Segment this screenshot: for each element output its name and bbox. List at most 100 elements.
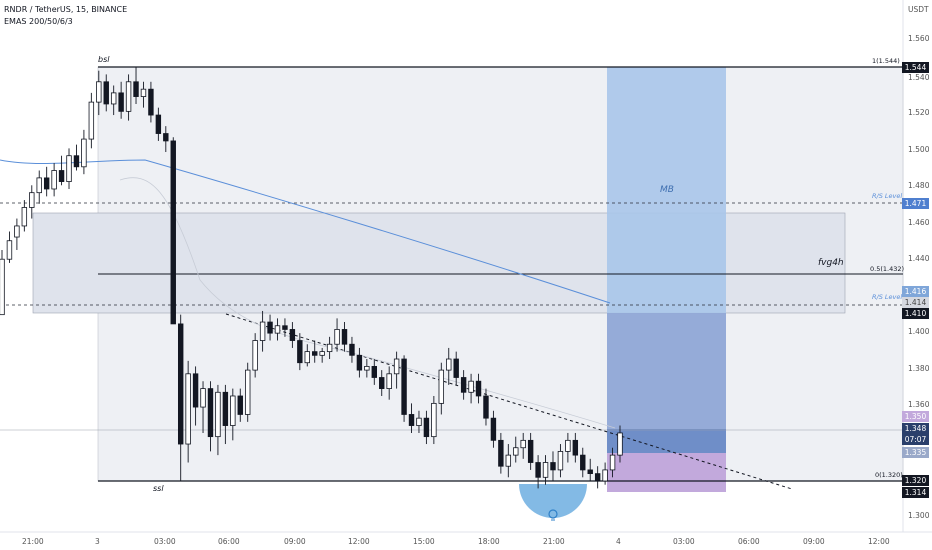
- candle[interactable]: [602, 462, 608, 485]
- candle[interactable]: [535, 455, 541, 489]
- candle[interactable]: [580, 447, 586, 478]
- candle[interactable]: [572, 432, 579, 463]
- candle[interactable]: [326, 336, 333, 360]
- candle[interactable]: [274, 318, 281, 341]
- candle[interactable]: [88, 92, 95, 149]
- bsl-label: bsl: [98, 55, 110, 64]
- candle[interactable]: [192, 366, 199, 426]
- candle[interactable]: [393, 351, 400, 389]
- mb-zone[interactable]: [607, 67, 726, 313]
- candle[interactable]: [460, 370, 467, 400]
- candle[interactable]: [453, 351, 459, 385]
- candle[interactable]: [282, 318, 288, 337]
- candle[interactable]: [565, 432, 571, 463]
- candle-body: [133, 81, 139, 97]
- candle[interactable]: [513, 436, 519, 463]
- candle[interactable]: [587, 458, 593, 481]
- candle[interactable]: [96, 70, 102, 116]
- candle[interactable]: [617, 425, 623, 463]
- candle[interactable]: [594, 466, 601, 489]
- candle[interactable]: [215, 384, 221, 456]
- candle[interactable]: [21, 200, 28, 232]
- candle[interactable]: [177, 314, 184, 481]
- candle[interactable]: [289, 322, 296, 348]
- candle[interactable]: [185, 360, 191, 463]
- candle[interactable]: [609, 447, 616, 478]
- candle[interactable]: [163, 126, 169, 153]
- candle[interactable]: [51, 163, 57, 197]
- stop-zone[interactable]: [607, 453, 726, 492]
- candle[interactable]: [29, 185, 35, 219]
- candle[interactable]: [207, 381, 214, 452]
- candle[interactable]: [304, 344, 310, 367]
- candle[interactable]: [446, 347, 452, 385]
- candle[interactable]: [505, 444, 512, 478]
- candle[interactable]: [252, 333, 258, 378]
- price-tick: 1.360: [908, 400, 930, 409]
- candle[interactable]: [490, 410, 497, 448]
- candle[interactable]: [542, 455, 549, 485]
- candle[interactable]: [103, 74, 109, 112]
- candle[interactable]: [416, 410, 422, 433]
- candles-group[interactable]: [0, 67, 623, 489]
- candle[interactable]: [125, 74, 132, 121]
- candle-body: [0, 258, 5, 316]
- candle[interactable]: [66, 148, 72, 189]
- candle-body: [43, 177, 50, 190]
- candle[interactable]: [356, 347, 363, 378]
- candle[interactable]: [237, 388, 243, 422]
- mb-lower-zone[interactable]: [607, 313, 726, 429]
- candle[interactable]: [319, 347, 325, 363]
- candle[interactable]: [401, 355, 407, 422]
- candle[interactable]: [81, 129, 87, 175]
- candle[interactable]: [386, 366, 392, 400]
- candle[interactable]: [334, 318, 340, 352]
- candle[interactable]: [259, 310, 266, 352]
- candle[interactable]: [133, 67, 139, 104]
- candle[interactable]: [148, 81, 154, 123]
- candle[interactable]: [170, 137, 176, 325]
- target-zone[interactable]: [607, 429, 726, 453]
- candle[interactable]: [483, 388, 489, 426]
- candle[interactable]: [550, 451, 556, 481]
- candle[interactable]: [267, 314, 273, 341]
- candle[interactable]: [155, 107, 162, 141]
- candle-body: [453, 358, 459, 378]
- candle[interactable]: [527, 432, 534, 470]
- candle[interactable]: [73, 144, 80, 171]
- candle[interactable]: [14, 218, 20, 250]
- candle[interactable]: [140, 81, 147, 108]
- candle[interactable]: [557, 444, 564, 478]
- candle-body: [490, 417, 497, 441]
- candle[interactable]: [312, 340, 318, 363]
- candle[interactable]: [36, 170, 42, 204]
- candle[interactable]: [520, 432, 526, 459]
- candle[interactable]: [341, 322, 348, 352]
- candle[interactable]: [230, 388, 236, 441]
- candle[interactable]: [364, 359, 370, 378]
- candle[interactable]: [0, 249, 5, 316]
- candle[interactable]: [379, 370, 385, 396]
- candle[interactable]: [110, 85, 117, 116]
- candle[interactable]: [349, 336, 355, 363]
- candle[interactable]: [371, 359, 377, 385]
- candle[interactable]: [245, 362, 251, 422]
- candle[interactable]: [475, 373, 482, 404]
- candle[interactable]: [498, 432, 504, 474]
- candle[interactable]: [431, 395, 437, 445]
- candle[interactable]: [408, 403, 415, 433]
- trendline[interactable]: [225, 313, 793, 490]
- candle[interactable]: [43, 166, 50, 197]
- candle[interactable]: [6, 231, 13, 263]
- candle[interactable]: [438, 362, 445, 415]
- candle[interactable]: [468, 373, 474, 404]
- candle[interactable]: [118, 81, 124, 119]
- candle[interactable]: [423, 410, 430, 445]
- candle[interactable]: [58, 155, 65, 186]
- candle[interactable]: [200, 381, 206, 433]
- candle-body: [416, 417, 422, 426]
- candle[interactable]: [297, 333, 303, 371]
- candle[interactable]: [222, 384, 229, 445]
